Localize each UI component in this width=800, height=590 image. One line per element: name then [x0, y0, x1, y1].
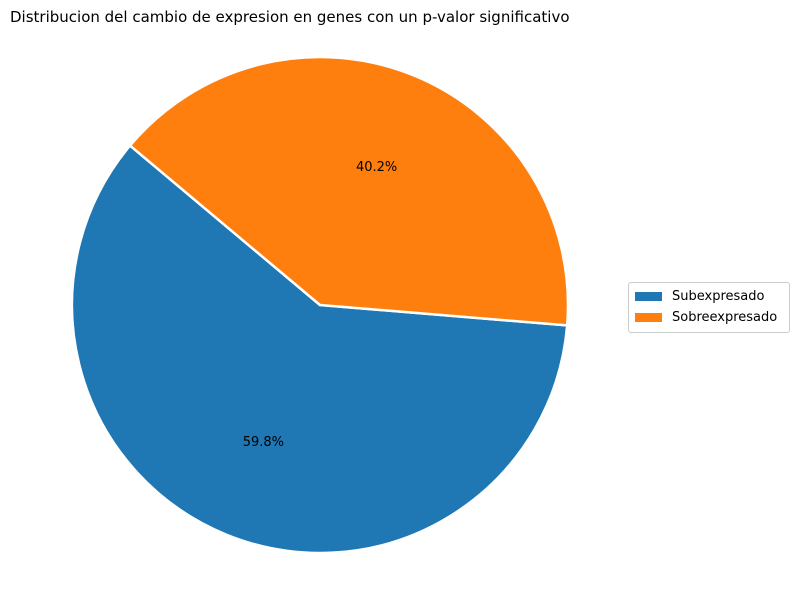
legend-label-subexpresado: Subexpresado — [672, 289, 765, 304]
pct-label-sobreexpresado: 40.2% — [356, 160, 397, 175]
legend-item-sobreexpresado: Sobreexpresado — [635, 307, 783, 328]
legend-swatch-subexpresado — [635, 292, 662, 301]
pie-slice-subexpresado — [70, 144, 569, 555]
chart-title: Distribucion del cambio de expresion en … — [10, 8, 570, 26]
legend-label-sobreexpresado: Sobreexpresado — [672, 310, 778, 325]
legend-swatch-sobreexpresado — [635, 313, 662, 322]
pie-slice-sobreexpresado — [128, 55, 570, 327]
pct-label-subexpresado: 59.8% — [243, 435, 284, 450]
legend: Subexpresado Sobreexpresado — [628, 282, 790, 333]
legend-item-subexpresado: Subexpresado — [635, 286, 783, 307]
